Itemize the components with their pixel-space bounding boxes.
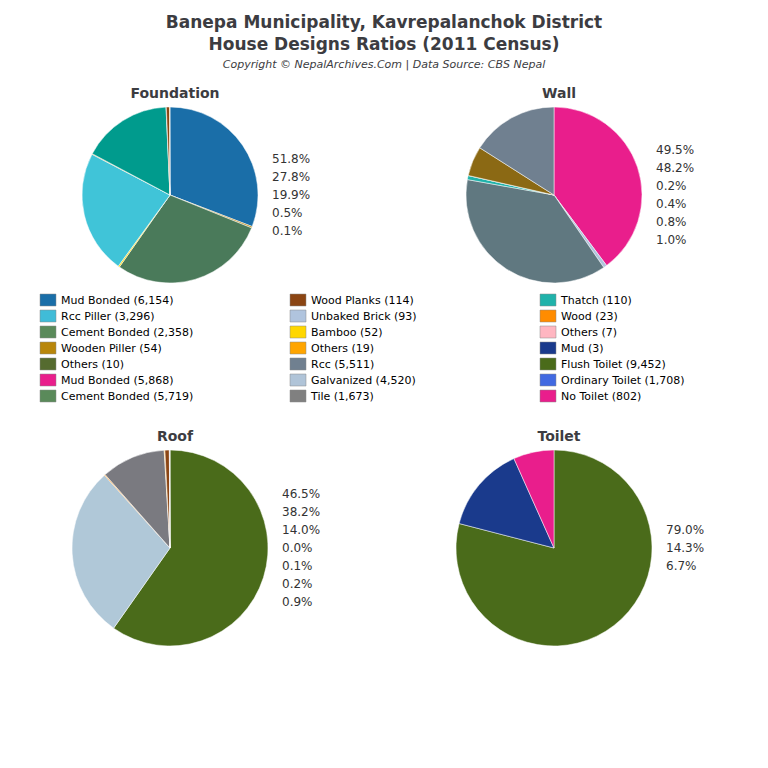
svg-text:51.8%: 51.8% [272,152,310,166]
svg-text:Wood (23): Wood (23) [561,310,618,323]
svg-text:0.2%: 0.2% [656,179,687,193]
svg-text:Others (19): Others (19) [311,342,374,355]
svg-text:49.5%: 49.5% [656,143,694,157]
svg-text:Rcc Piller (3,296): Rcc Piller (3,296) [61,310,155,323]
svg-text:Tile (1,673): Tile (1,673) [310,390,374,403]
svg-text:Cement Bonded (2,358): Cement Bonded (2,358) [61,326,193,339]
svg-text:19.9%: 19.9% [272,188,310,202]
svg-text:0.1%: 0.1% [272,224,303,238]
svg-text:Copyright © NepalArchives.Com: Copyright © NepalArchives.Com | Data Sou… [223,58,545,71]
svg-text:0.1%: 0.1% [282,559,313,573]
svg-text:79.0%: 79.0% [666,523,704,537]
svg-text:0.8%: 0.8% [656,215,687,229]
svg-text:Wood Planks (114): Wood Planks (114) [311,294,414,307]
svg-text:46.5%: 46.5% [282,487,320,501]
svg-text:14.0%: 14.0% [282,523,320,537]
svg-text:House Designs Ratios (2011 Cen: House Designs Ratios (2011 Census) [209,34,560,54]
svg-text:Roof: Roof [157,428,194,444]
svg-text:Wall: Wall [542,85,576,101]
svg-text:Bamboo (52): Bamboo (52) [311,326,383,339]
svg-text:Others (10): Others (10) [61,358,124,371]
svg-text:0.5%: 0.5% [272,206,303,220]
svg-text:0.2%: 0.2% [282,577,313,591]
svg-text:Thatch (110): Thatch (110) [560,294,632,307]
svg-text:Mud (3): Mud (3) [561,342,604,355]
svg-text:48.2%: 48.2% [656,161,694,175]
svg-text:Rcc (5,511): Rcc (5,511) [311,358,374,371]
svg-text:0.0%: 0.0% [282,541,313,555]
svg-text:6.7%: 6.7% [666,559,697,573]
svg-text:38.2%: 38.2% [282,505,320,519]
svg-text:Galvanized (4,520): Galvanized (4,520) [311,374,416,387]
svg-text:1.0%: 1.0% [656,233,687,247]
svg-text:Banepa Municipality, Kavrepala: Banepa Municipality, Kavrepalanchok Dist… [166,12,602,32]
svg-text:27.8%: 27.8% [272,170,310,184]
svg-text:Others (7): Others (7) [561,326,617,339]
svg-text:Foundation: Foundation [130,85,219,101]
svg-text:Toilet: Toilet [537,428,580,444]
svg-text:Ordinary Toilet (1,708): Ordinary Toilet (1,708) [561,374,685,387]
svg-text:0.4%: 0.4% [656,197,687,211]
svg-text:Unbaked Brick (93): Unbaked Brick (93) [311,310,417,323]
svg-text:Cement Bonded (5,719): Cement Bonded (5,719) [61,390,193,403]
svg-text:Mud Bonded (6,154): Mud Bonded (6,154) [61,294,174,307]
svg-text:Flush Toilet (9,452): Flush Toilet (9,452) [561,358,666,371]
svg-text:No Toilet (802): No Toilet (802) [561,390,641,403]
svg-text:Mud Bonded (5,868): Mud Bonded (5,868) [61,374,174,387]
svg-text:0.9%: 0.9% [282,595,313,609]
svg-text:Wooden Piller (54): Wooden Piller (54) [61,342,162,355]
svg-text:14.3%: 14.3% [666,541,704,555]
